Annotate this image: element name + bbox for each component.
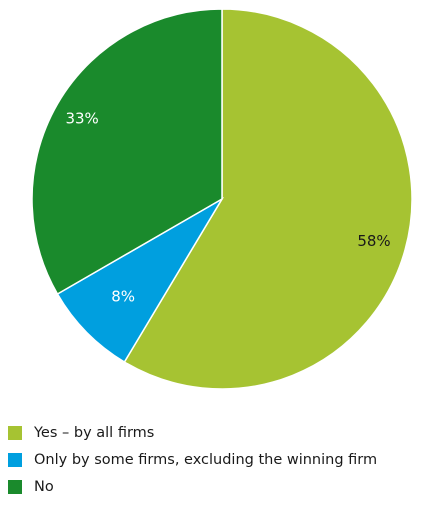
legend-item-some-firms: Only by some firms, excluding the winnin… — [8, 451, 377, 469]
pie-slice-label: 8% — [111, 287, 135, 305]
legend: Yes – by all firms Only by some firms, e… — [8, 424, 377, 505]
pie-data-labels: 58% 8% 33% — [65, 109, 390, 305]
pie-chart: 58% 8% 33% — [31, 8, 413, 390]
legend-item-no: No — [8, 478, 377, 496]
pie-slice — [31, 8, 223, 296]
pie-slice-label: 58% — [357, 232, 390, 250]
pie-slices — [31, 8, 413, 390]
legend-label: Yes – by all firms — [34, 425, 155, 441]
pie-slice — [123, 8, 413, 390]
legend-label: Only by some firms, excluding the winnin… — [34, 452, 378, 468]
legend-label: No — [34, 479, 54, 495]
legend-swatch — [8, 453, 22, 467]
legend-swatch — [8, 480, 22, 494]
pie-slice-label: 33% — [65, 109, 98, 127]
legend-item-yes-all-firms: Yes – by all firms — [8, 424, 377, 442]
legend-swatch — [8, 426, 22, 440]
pie-slice — [56, 196, 225, 364]
